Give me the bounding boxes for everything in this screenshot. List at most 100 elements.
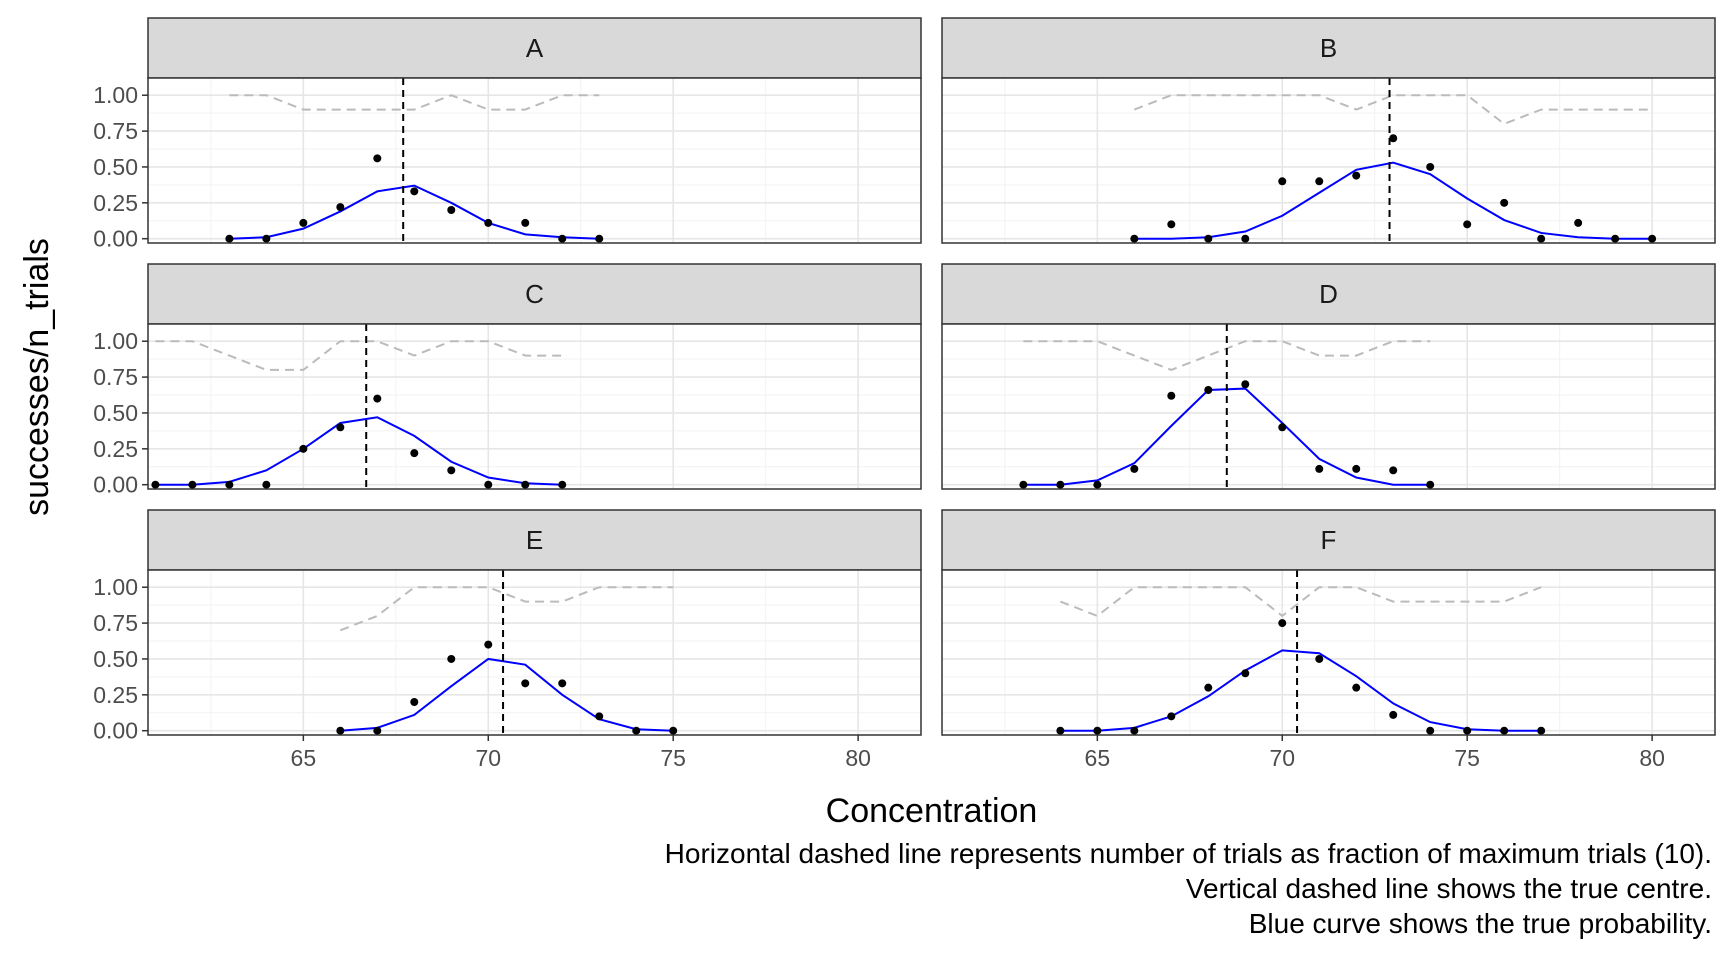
panel-border (941, 77, 1716, 244)
data-point (1130, 464, 1139, 473)
y-tick-label: 0.50 (93, 154, 138, 180)
x-tick-label: 65 (1085, 745, 1111, 771)
data-point (410, 187, 419, 196)
y-tick-label: 1.00 (93, 82, 138, 108)
y-tick-label: 1.00 (93, 328, 138, 354)
panel-B: B (941, 17, 1716, 244)
y-tick-label: 0.75 (93, 364, 138, 390)
facet-label: D (1319, 279, 1338, 309)
data-point (410, 698, 419, 706)
data-point (1204, 234, 1213, 243)
facet-label: F (1321, 525, 1337, 555)
data-point (1278, 177, 1287, 186)
data-point (558, 234, 567, 243)
data-point (447, 206, 456, 214)
data-point (1537, 234, 1546, 243)
x-axis-title: Concentration (826, 792, 1038, 830)
probability-curve (1134, 161, 1653, 240)
panel-border (147, 569, 922, 736)
data-point (1278, 423, 1287, 432)
panel-F: F 65 70 75 80 (941, 509, 1716, 771)
panel-border (147, 323, 922, 490)
data-point (1500, 726, 1509, 735)
data-point (1241, 380, 1250, 389)
probability-curve (340, 657, 674, 732)
data-point (336, 203, 345, 212)
data-point (1019, 480, 1028, 489)
data-point (1167, 391, 1176, 400)
data-point (1352, 464, 1361, 473)
x-tick-label: 70 (1269, 745, 1295, 771)
facet-label: C (525, 279, 544, 309)
data-point (1426, 162, 1435, 171)
data-point (1204, 683, 1213, 692)
data-point (1389, 710, 1398, 719)
x-tick-label: 75 (1454, 745, 1480, 771)
panel-background (148, 324, 921, 489)
y-tick-label: 1.00 (93, 574, 138, 600)
caption-line-2: Vertical dashed line shows the true cent… (1185, 873, 1712, 904)
trials-fraction-line (229, 94, 600, 111)
y-tick-label: 0.00 (93, 226, 138, 252)
data-point (558, 679, 567, 688)
data-point (1352, 683, 1361, 692)
data-point (1056, 726, 1065, 735)
data-point (521, 218, 530, 227)
data-point (225, 234, 234, 243)
data-point (336, 423, 345, 432)
facet-label: A (526, 33, 544, 63)
panel-border (941, 569, 1716, 736)
data-point (336, 726, 345, 735)
data-point (1315, 654, 1324, 663)
data-point (1278, 619, 1287, 628)
y-tick-label: 0.00 (93, 472, 138, 498)
data-point (632, 726, 641, 735)
data-point (595, 234, 604, 243)
x-tick-label: 65 (291, 745, 317, 771)
data-point (1167, 220, 1176, 229)
panel-A: A 0.00 0.25 0.50 0.75 1.00 (93, 17, 922, 252)
data-point (1611, 234, 1620, 243)
caption-line-1: Horizontal dashed line represents number… (664, 838, 1712, 869)
panel-border (147, 77, 922, 244)
data-point (1130, 726, 1139, 735)
y-tick-label: 0.50 (93, 400, 138, 426)
panel-background (942, 570, 1715, 735)
panel-background (942, 324, 1715, 489)
data-point (1500, 198, 1509, 207)
data-point (1093, 480, 1102, 489)
facet-strip (147, 17, 922, 79)
x-tick-label: 75 (660, 745, 686, 771)
data-point (1352, 171, 1361, 180)
data-point (410, 449, 419, 458)
facet-strip (941, 17, 1716, 79)
data-point (1463, 220, 1472, 229)
data-point (188, 480, 197, 489)
data-point (1426, 480, 1435, 489)
data-point (1389, 466, 1398, 475)
data-point (299, 444, 308, 453)
data-point (447, 466, 456, 475)
data-point (484, 480, 493, 489)
data-point (484, 640, 493, 649)
panel-C: C 0.00 0.25 0.50 0.75 1.00 (93, 263, 922, 498)
data-point (447, 654, 456, 663)
facet-strip (941, 263, 1716, 325)
data-point (1648, 234, 1657, 243)
y-tick-label: 0.50 (93, 646, 138, 672)
trials-fraction-line (1059, 586, 1542, 618)
data-point (225, 480, 234, 489)
y-axis-title: successes/n_trials (18, 238, 56, 516)
facet-label: B (1320, 33, 1337, 63)
data-point (484, 218, 493, 227)
panel-border (941, 323, 1716, 490)
data-point (262, 234, 271, 243)
facet-strip (941, 509, 1716, 571)
y-tick-label: 0.25 (93, 436, 138, 462)
data-point (373, 154, 382, 163)
data-point (1315, 177, 1324, 186)
data-point (669, 726, 678, 735)
data-point (1241, 669, 1250, 678)
data-point (151, 480, 160, 489)
